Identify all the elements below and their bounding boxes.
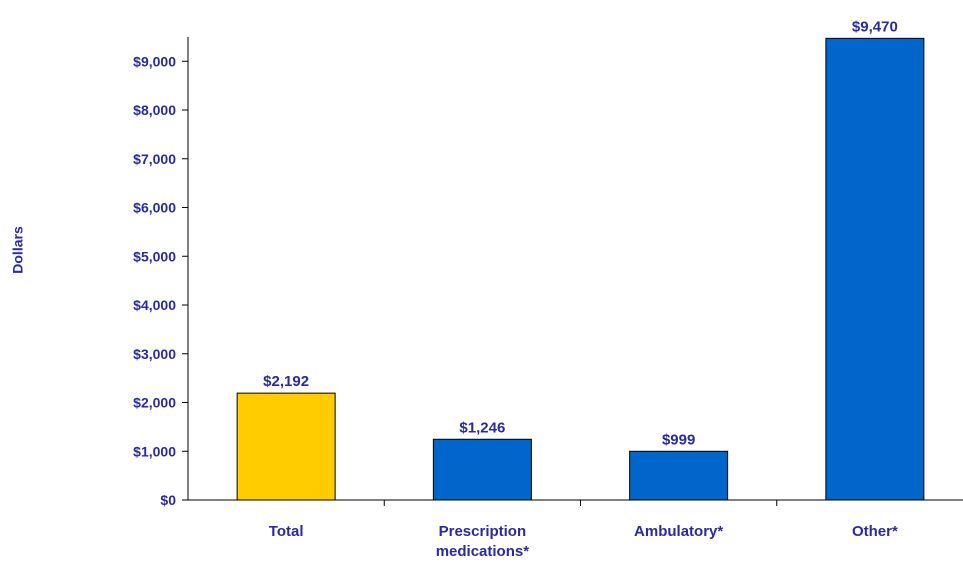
- y-tick-label: $4,000: [133, 297, 176, 313]
- bar: [629, 450, 729, 501]
- x-tick-label: Prescription medications*: [436, 523, 530, 560]
- bar-value-label: $9,470: [852, 18, 898, 35]
- y-tick-label: $5,000: [133, 248, 176, 264]
- bar-value-label: $1,246: [459, 419, 505, 436]
- bar-value-label: $999: [662, 431, 695, 448]
- y-tick-label: $6,000: [133, 200, 176, 216]
- bars: [236, 37, 925, 501]
- labels: $2,192 Total $1,246 Prescription medications…: [263, 18, 898, 560]
- y-tick-label: $3,000: [133, 346, 176, 362]
- bar: [432, 438, 532, 501]
- bar: [236, 392, 336, 501]
- x-tick-label: Total: [269, 523, 304, 540]
- x-tick-label: Ambulatory*: [634, 523, 723, 540]
- y-tick-label: $9,000: [133, 53, 176, 69]
- y-tick-label: $7,000: [133, 151, 176, 167]
- y-tick-label: $2,000: [133, 395, 176, 411]
- x-tick-label: Other*: [852, 523, 898, 540]
- bar-value-label: $2,192: [263, 373, 309, 390]
- y-tick-label: $1,000: [133, 443, 176, 459]
- y-tick-label: $8,000: [133, 102, 176, 118]
- y-tick-label: $0: [160, 492, 176, 508]
- bar: [825, 37, 925, 501]
